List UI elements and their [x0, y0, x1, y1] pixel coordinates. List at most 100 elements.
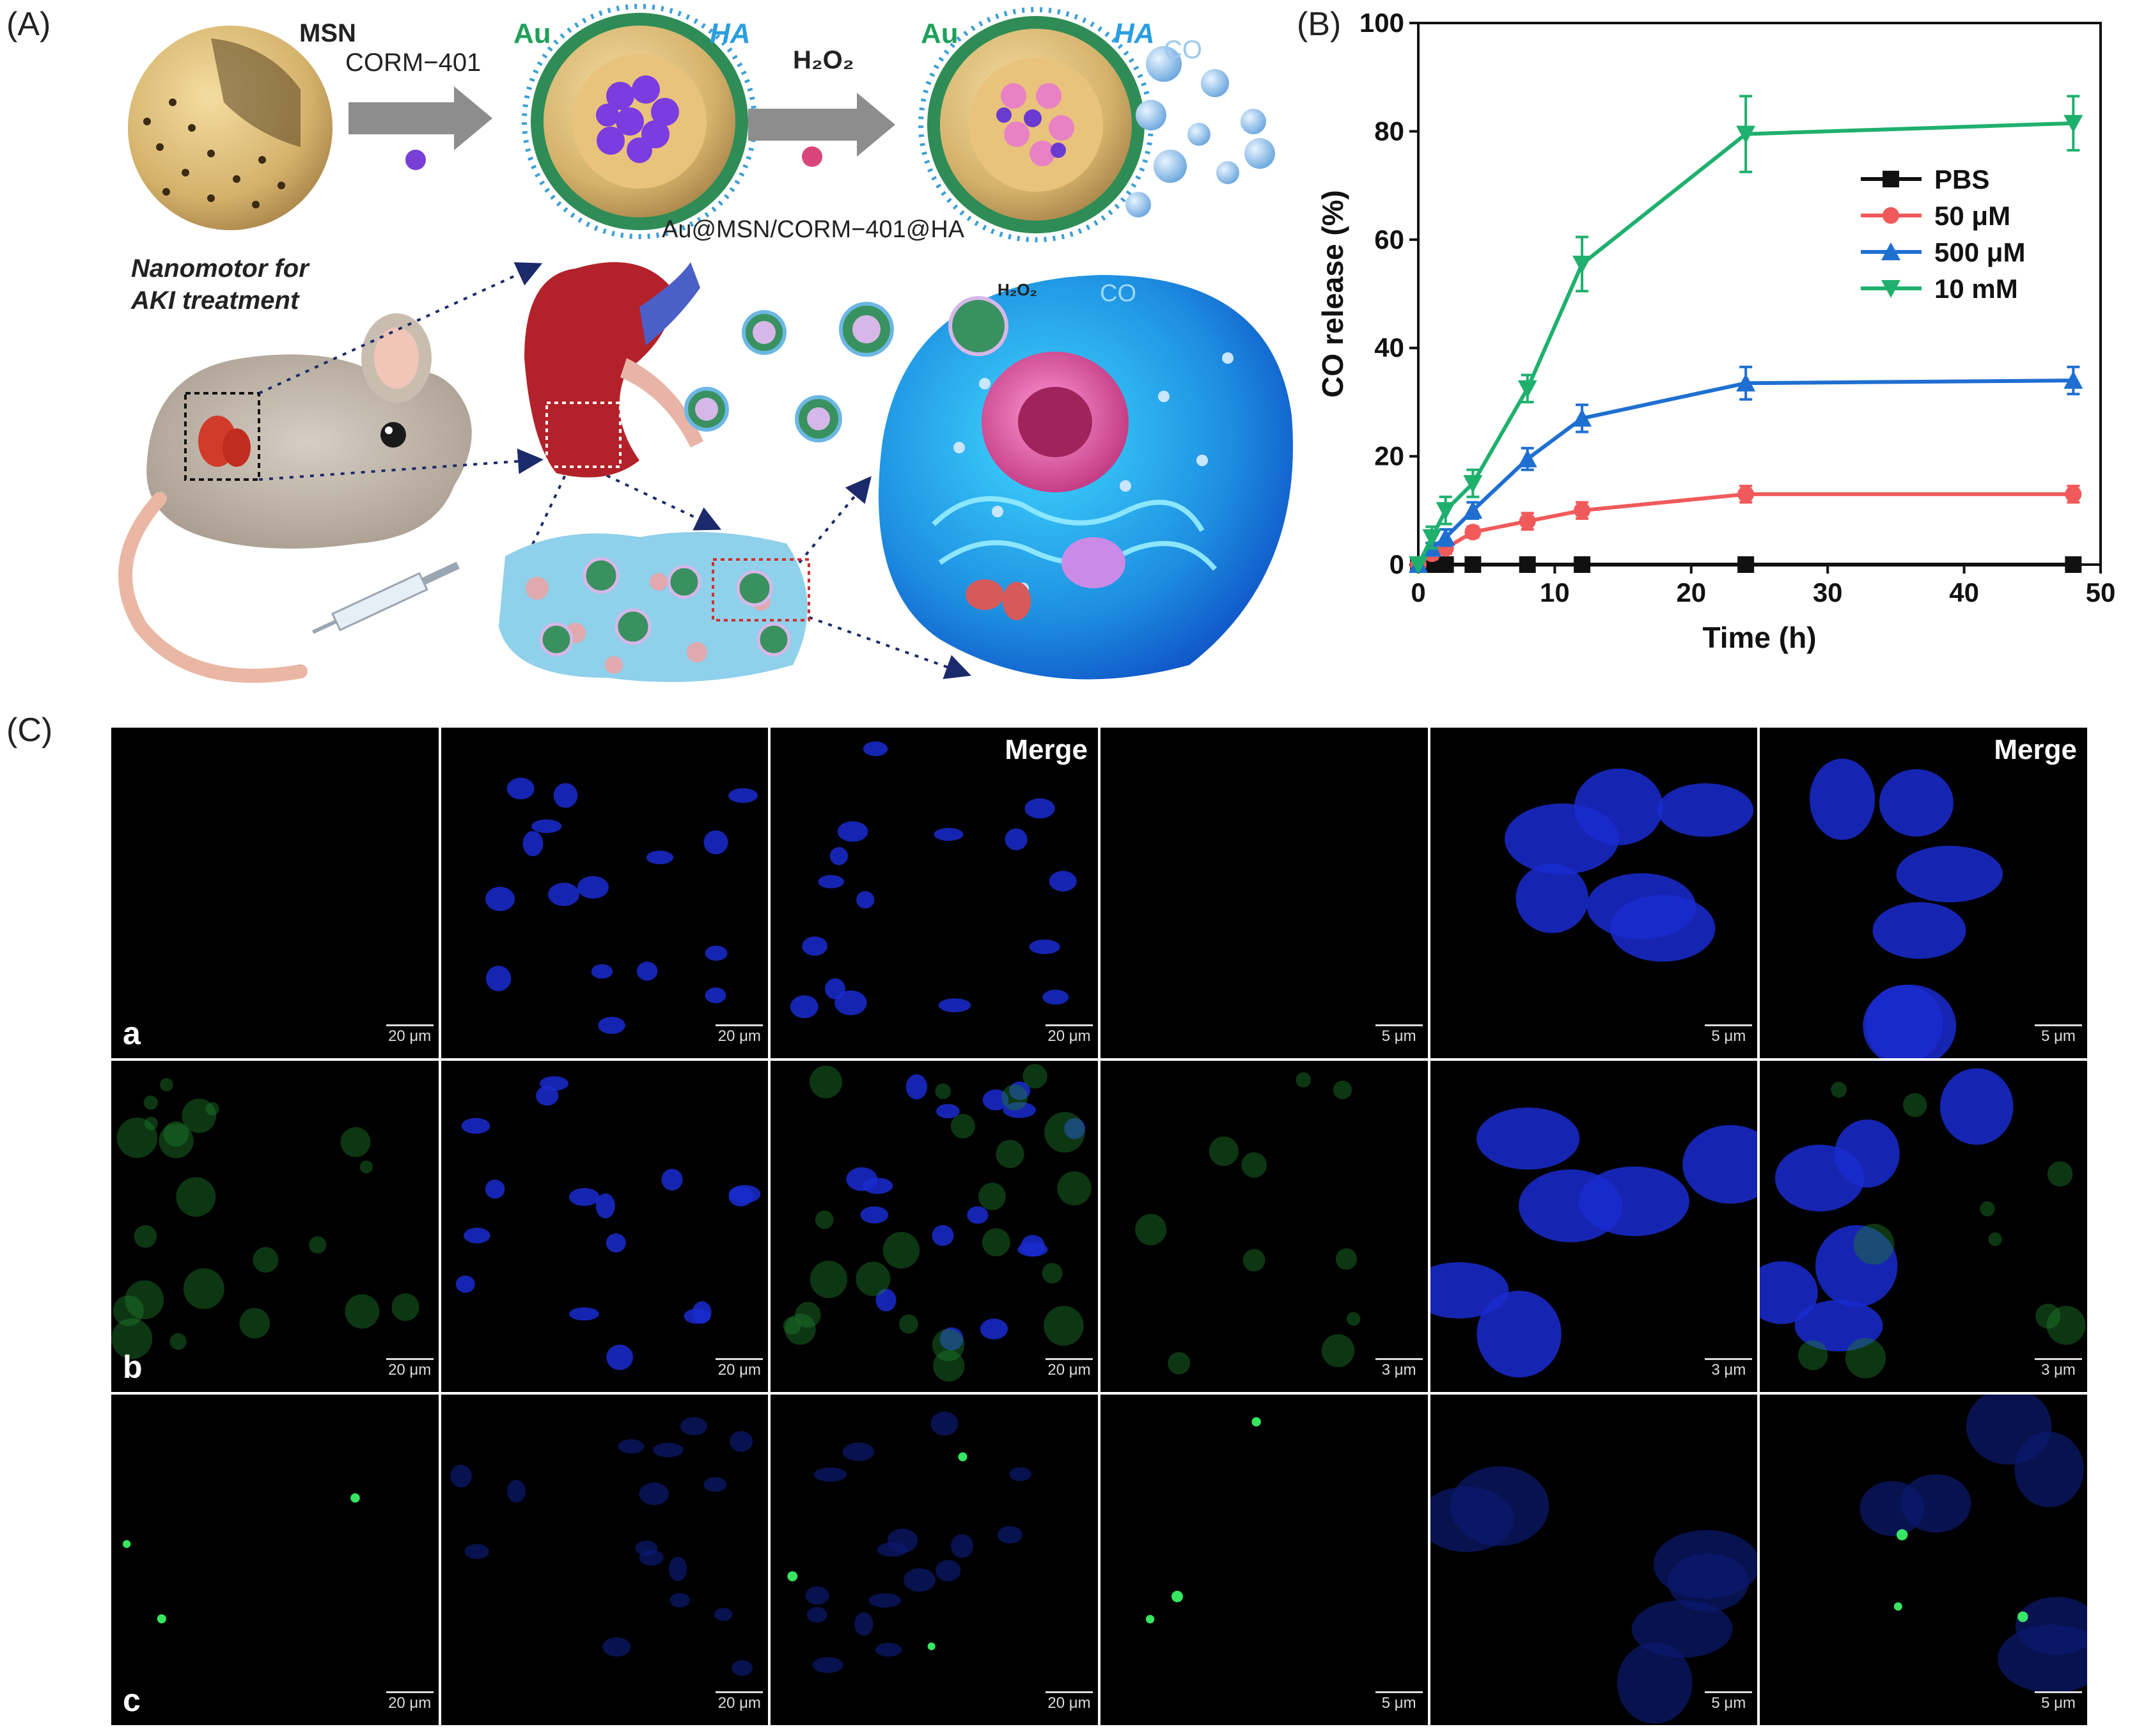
- nucleus-blob: [830, 847, 849, 866]
- nucleus-blob: [703, 1476, 726, 1492]
- nucleus-blob: [450, 1464, 472, 1488]
- nanomotor-caption: Nanomotor for AKI treatment: [131, 253, 309, 317]
- co-signal-dot: [169, 1333, 187, 1350]
- microscopy-grid: a 20 μm 20 μm Merge 20 μm 5 μm 5 μm Merge 5 μm b 2…: [111, 728, 2087, 1725]
- fluorescence-image: [1504, 769, 1753, 962]
- scale-bar-line: [716, 1024, 764, 1027]
- nucleus-blob: [597, 1017, 625, 1035]
- scale-bar-text: 3 μm: [2041, 1361, 2076, 1379]
- co-signal-dot: [1798, 1340, 1828, 1371]
- nucleus-blob: [854, 1611, 873, 1636]
- nucleus-blob: [535, 1086, 559, 1106]
- co-signal-dot: [1057, 1171, 1092, 1206]
- ha-label-1: HA: [710, 18, 751, 49]
- micrograph-b-6: 3 μm: [1760, 1061, 2087, 1392]
- co-signal-dot: [1145, 1615, 1155, 1623]
- nucleus-blob: [939, 998, 971, 1013]
- data-point: [1436, 502, 1455, 520]
- nucleus-blob: [860, 1206, 889, 1224]
- data-point: [1437, 556, 1454, 573]
- nucleus-blob: [846, 1167, 878, 1192]
- nucleus-blob: [1504, 803, 1619, 875]
- co-signal-dot: [239, 1308, 270, 1339]
- nucleus-blob: [1879, 769, 1954, 837]
- co-signal-dot: [899, 1315, 919, 1334]
- nucleus-blob: [703, 830, 728, 855]
- co-signal-dot: [183, 1268, 224, 1310]
- data-point: [1409, 556, 1428, 574]
- corm-molecule-icon: [405, 150, 426, 170]
- scale-bar: 20 μm: [386, 1691, 434, 1712]
- data-point: [1574, 502, 1591, 519]
- co-signal-dot: [176, 1177, 216, 1217]
- nucleus-blob: [732, 1659, 753, 1676]
- co-signal-dot: [122, 1540, 131, 1548]
- micrograph-a-2: 20 μm: [441, 728, 769, 1059]
- co-signal-dot: [815, 1210, 834, 1230]
- fluorescence-image: [122, 1493, 360, 1623]
- co-signal-dot: [253, 1247, 279, 1273]
- data-point: [1574, 556, 1591, 573]
- fluorescence-image: [1860, 1394, 2087, 1693]
- scale-bar: 20 μm: [1045, 1691, 1093, 1712]
- co-signal-dot: [1171, 1590, 1184, 1602]
- co-signal-dot: [1333, 1081, 1352, 1100]
- fluorescence-image: [787, 1411, 1032, 1673]
- nucleus-blob: [980, 1318, 1008, 1340]
- data-point: [1572, 409, 1592, 427]
- fluorescence-image: [111, 728, 439, 1058]
- nucleus-blob: [1476, 1290, 1562, 1378]
- co-signal-dot: [145, 1116, 158, 1130]
- x-tick-label: 10: [1540, 577, 1570, 607]
- nanomotor-caption-line-2: AKI treatment: [131, 286, 299, 315]
- data-point: [1463, 474, 1483, 493]
- nucleus-blob: [636, 962, 657, 981]
- micrograph-a-6: Merge 5 μm: [1760, 728, 2087, 1059]
- data-point: [2065, 556, 2082, 573]
- nucleus-blob: [1009, 1467, 1032, 1482]
- co-label: CO: [1164, 36, 1202, 64]
- micrograph-a-4: 5 μm: [1100, 728, 1428, 1059]
- fluorescence-image: [1135, 1072, 1361, 1375]
- nucleus-blob: [967, 1206, 989, 1224]
- micrograph-c-3: 20 μm: [771, 1394, 1098, 1725]
- data-point: [2063, 371, 2083, 389]
- fluorescence-image: [1100, 728, 1428, 1058]
- nucleus-blob: [1450, 1466, 1549, 1546]
- nucleus-blob: [1009, 1081, 1031, 1100]
- nucleus-blob: [1029, 939, 1061, 955]
- row-label: b: [123, 1349, 143, 1385]
- h2o2-label: H₂O₂: [793, 46, 854, 74]
- nucleus-blob: [936, 1104, 960, 1119]
- nucleus-blob: [680, 1416, 707, 1435]
- au-label-2: Au: [921, 18, 959, 49]
- co-signal-dot: [810, 1065, 843, 1099]
- scale-bar: 20 μm: [386, 1024, 434, 1045]
- data-point: [1517, 449, 1537, 467]
- data-point: [1736, 125, 1756, 144]
- row-label: a: [123, 1015, 141, 1052]
- scale-bar: 3 μm: [2034, 1357, 2082, 1379]
- co-signal-dot: [1044, 1112, 1086, 1153]
- scale-bar-text: 20 μm: [1047, 1028, 1091, 1045]
- nucleus-blob: [1003, 1102, 1037, 1118]
- nucleus-blob: [646, 850, 673, 864]
- syringe-icon: [311, 561, 460, 634]
- x-tick-label: 0: [1411, 577, 1425, 607]
- co-signal-dot: [1296, 1072, 1312, 1088]
- scale-bar-text: 5 μm: [1381, 1028, 1416, 1045]
- co-signal-dot: [1346, 1312, 1361, 1326]
- nucleus-blob: [814, 1467, 847, 1482]
- nucleus-blob: [618, 1439, 645, 1453]
- micrograph-a-3: Merge 20 μm: [771, 728, 1098, 1059]
- nucleus-blob: [818, 875, 845, 889]
- co-signal-dot: [2035, 1304, 2061, 1329]
- co-signal-dot: [160, 1078, 173, 1092]
- co-signal-dot: [113, 1295, 144, 1327]
- mouse-illustration: [118, 313, 472, 683]
- corm-label: CORM−401: [345, 49, 482, 77]
- micrograph-c-1: c 20 μm: [111, 1394, 439, 1725]
- nucleus-blob: [837, 821, 868, 842]
- co-signal-dot: [1242, 1249, 1265, 1272]
- co-signal-dot: [309, 1236, 327, 1254]
